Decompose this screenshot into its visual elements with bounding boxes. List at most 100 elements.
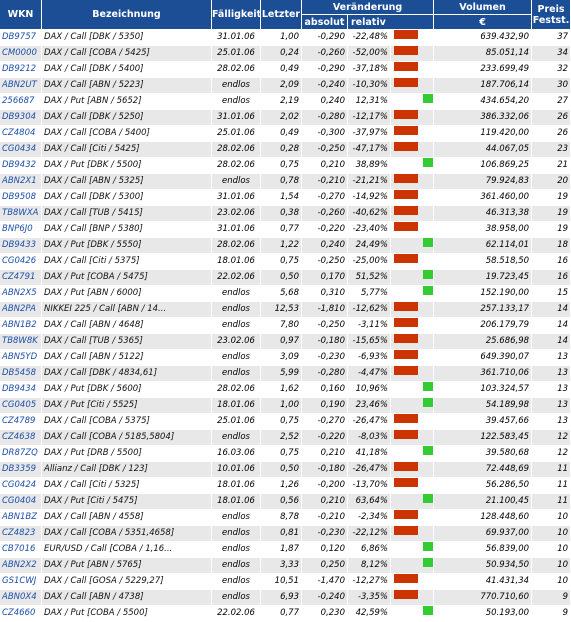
negative-change-bar xyxy=(394,590,418,599)
preisfeststellungen-cell: 10 xyxy=(532,542,571,558)
negative-change-bar xyxy=(394,78,418,87)
wkn-link[interactable]: CM0000 xyxy=(0,46,42,62)
wkn-link[interactable]: TB8WXA xyxy=(0,206,42,222)
positive-change-bar xyxy=(423,558,434,567)
faelligkeit-cell: endlos xyxy=(212,286,261,302)
wkn-link[interactable]: CZ4791 xyxy=(0,270,42,286)
wkn-link[interactable]: CG0434 xyxy=(0,142,42,158)
col-header-bezeichnung[interactable]: Bezeichnung xyxy=(42,0,212,30)
faelligkeit-cell: 23.02.06 xyxy=(212,334,261,350)
letzter-cell: 0,77 xyxy=(261,222,302,238)
preisfeststellungen-cell: 11 xyxy=(532,462,571,478)
wkn-link[interactable]: CB7016 xyxy=(0,542,42,558)
letzter-cell: 1,87 xyxy=(261,542,302,558)
wkn-link[interactable]: DB9304 xyxy=(0,110,42,126)
bezeichnung-cell: Allianz / Call [DBK / 123] xyxy=(42,462,212,478)
relativ-change-cell: -2,34% xyxy=(348,510,391,526)
absolut-change-cell: -1,470 xyxy=(302,574,348,590)
change-bar-cell xyxy=(391,270,435,286)
wkn-link[interactable]: DB5458 xyxy=(0,366,42,382)
faelligkeit-cell: endlos xyxy=(212,510,261,526)
wkn-link[interactable]: 256687 xyxy=(0,94,42,110)
negative-change-bar xyxy=(394,478,418,487)
absolut-change-cell: -0,250 xyxy=(302,318,348,334)
faelligkeit-cell: 22.02.06 xyxy=(212,270,261,286)
wkn-link[interactable]: ABN2X1 xyxy=(0,174,42,190)
relativ-change-cell: -26,47% xyxy=(348,414,391,430)
wkn-link[interactable]: DB9508 xyxy=(0,190,42,206)
wkn-link[interactable]: ABN0X4 xyxy=(0,590,42,606)
wkn-link[interactable]: DR87ZQ xyxy=(0,446,42,462)
faelligkeit-cell: 25.01.06 xyxy=(212,414,261,430)
absolut-change-cell: 0,120 xyxy=(302,542,348,558)
letzter-cell: 0,50 xyxy=(261,462,302,478)
wkn-link[interactable]: DB9757 xyxy=(0,30,42,46)
wkn-link[interactable]: DB9433 xyxy=(0,238,42,254)
wkn-link[interactable]: CG0405 xyxy=(0,398,42,414)
wkn-link[interactable]: ABN2X2 xyxy=(0,558,42,574)
col-header-absolut[interactable]: absolut xyxy=(302,15,348,30)
wkn-link[interactable]: CG0424 xyxy=(0,478,42,494)
absolut-change-cell: 0,210 xyxy=(302,494,348,510)
wkn-link[interactable]: ABN5YD xyxy=(0,350,42,366)
wkn-link[interactable]: DB9432 xyxy=(0,158,42,174)
faelligkeit-cell: endlos xyxy=(212,366,261,382)
col-header-veraenderung: Veränderung xyxy=(302,0,435,15)
absolut-change-cell: -0,250 xyxy=(302,142,348,158)
wkn-link[interactable]: DB9212 xyxy=(0,62,42,78)
table-row: CG0405 DAX / Put [Citi / 5525] 18.01.06 1,0… xyxy=(0,398,571,414)
col-header-wkn[interactable]: WKN xyxy=(0,0,42,30)
absolut-change-cell: -0,220 xyxy=(302,430,348,446)
absolut-change-cell: -0,280 xyxy=(302,366,348,382)
relativ-change-cell: 63,64% xyxy=(348,494,391,510)
table-row: DB9432 DAX / Put [DBK / 5500] 28.02.06 0,75… xyxy=(0,158,571,174)
wkn-link[interactable]: ABN2X5 xyxy=(0,286,42,302)
bezeichnung-cell: DAX / Call [DBK / 5300] xyxy=(42,190,212,206)
relativ-change-cell: -37,18% xyxy=(348,62,391,78)
faelligkeit-cell: 31.01.06 xyxy=(212,110,261,126)
table-row: CZ4789 DAX / Call [COBA / 5375] 25.01.06 0,… xyxy=(0,414,571,430)
table-row: CZ4804 DAX / Call [COBA / 5400] 25.01.06 0,… xyxy=(0,126,571,142)
wkn-link[interactable]: GS1CWJ xyxy=(0,574,42,590)
letzter-cell: 10,51 xyxy=(261,574,302,590)
preisfeststellungen-cell: 13 xyxy=(532,398,571,414)
wkn-link[interactable]: CG0426 xyxy=(0,254,42,270)
relativ-change-cell: -22,12% xyxy=(348,526,391,542)
preisfeststellungen-cell: 11 xyxy=(532,478,571,494)
col-header-letzter[interactable]: Letzter xyxy=(261,0,302,30)
faelligkeit-cell: 18.01.06 xyxy=(212,398,261,414)
wkn-link[interactable]: ABN2PA xyxy=(0,302,42,318)
faelligkeit-cell: endlos xyxy=(212,302,261,318)
absolut-change-cell: -0,180 xyxy=(302,334,348,350)
absolut-change-cell: -0,230 xyxy=(302,350,348,366)
wkn-link[interactable]: TB8W8K xyxy=(0,334,42,350)
table-row: CM0000 DAX / Call [COBA / 5425] 25.01.06 0,… xyxy=(0,46,571,62)
change-bar-cell xyxy=(391,174,435,190)
bezeichnung-cell: DAX / Call [ABN / 5223] xyxy=(42,78,212,94)
col-header-relativ[interactable]: relativ xyxy=(348,15,435,30)
wkn-link[interactable]: CZ4804 xyxy=(0,126,42,142)
col-header-volumen[interactable]: Volumen xyxy=(434,0,533,15)
change-bar-cell xyxy=(391,414,435,430)
wkn-link[interactable]: CZ4638 xyxy=(0,430,42,446)
wkn-link[interactable]: CZ4823 xyxy=(0,526,42,542)
wkn-link[interactable]: CZ4660 xyxy=(0,606,42,622)
letzter-cell: 7,80 xyxy=(261,318,302,334)
col-header-faelligkeit[interactable]: Fälligkeit xyxy=(212,0,261,30)
wkn-link[interactable]: ABN1B2 xyxy=(0,318,42,334)
absolut-change-cell: -0,210 xyxy=(302,174,348,190)
volumen-cell: 54.189,98 xyxy=(434,398,533,414)
letzter-cell: 0,56 xyxy=(261,494,302,510)
wkn-link[interactable]: DB3359 xyxy=(0,462,42,478)
wkn-link[interactable]: DB9434 xyxy=(0,382,42,398)
preisfeststellungen-cell: 37 xyxy=(532,30,571,46)
wkn-link[interactable]: ABN1BZ xyxy=(0,510,42,526)
col-header-preisfeststellungen[interactable]: Preis Festst. xyxy=(532,0,571,30)
wkn-link[interactable]: CZ4789 xyxy=(0,414,42,430)
letzter-cell: 0,50 xyxy=(261,270,302,286)
faelligkeit-cell: 28.02.06 xyxy=(212,158,261,174)
wkn-link[interactable]: ABN2UT xyxy=(0,78,42,94)
preisfeststellungen-cell: 14 xyxy=(532,302,571,318)
wkn-link[interactable]: CG0404 xyxy=(0,494,42,510)
wkn-link[interactable]: BNP6J0 xyxy=(0,222,42,238)
